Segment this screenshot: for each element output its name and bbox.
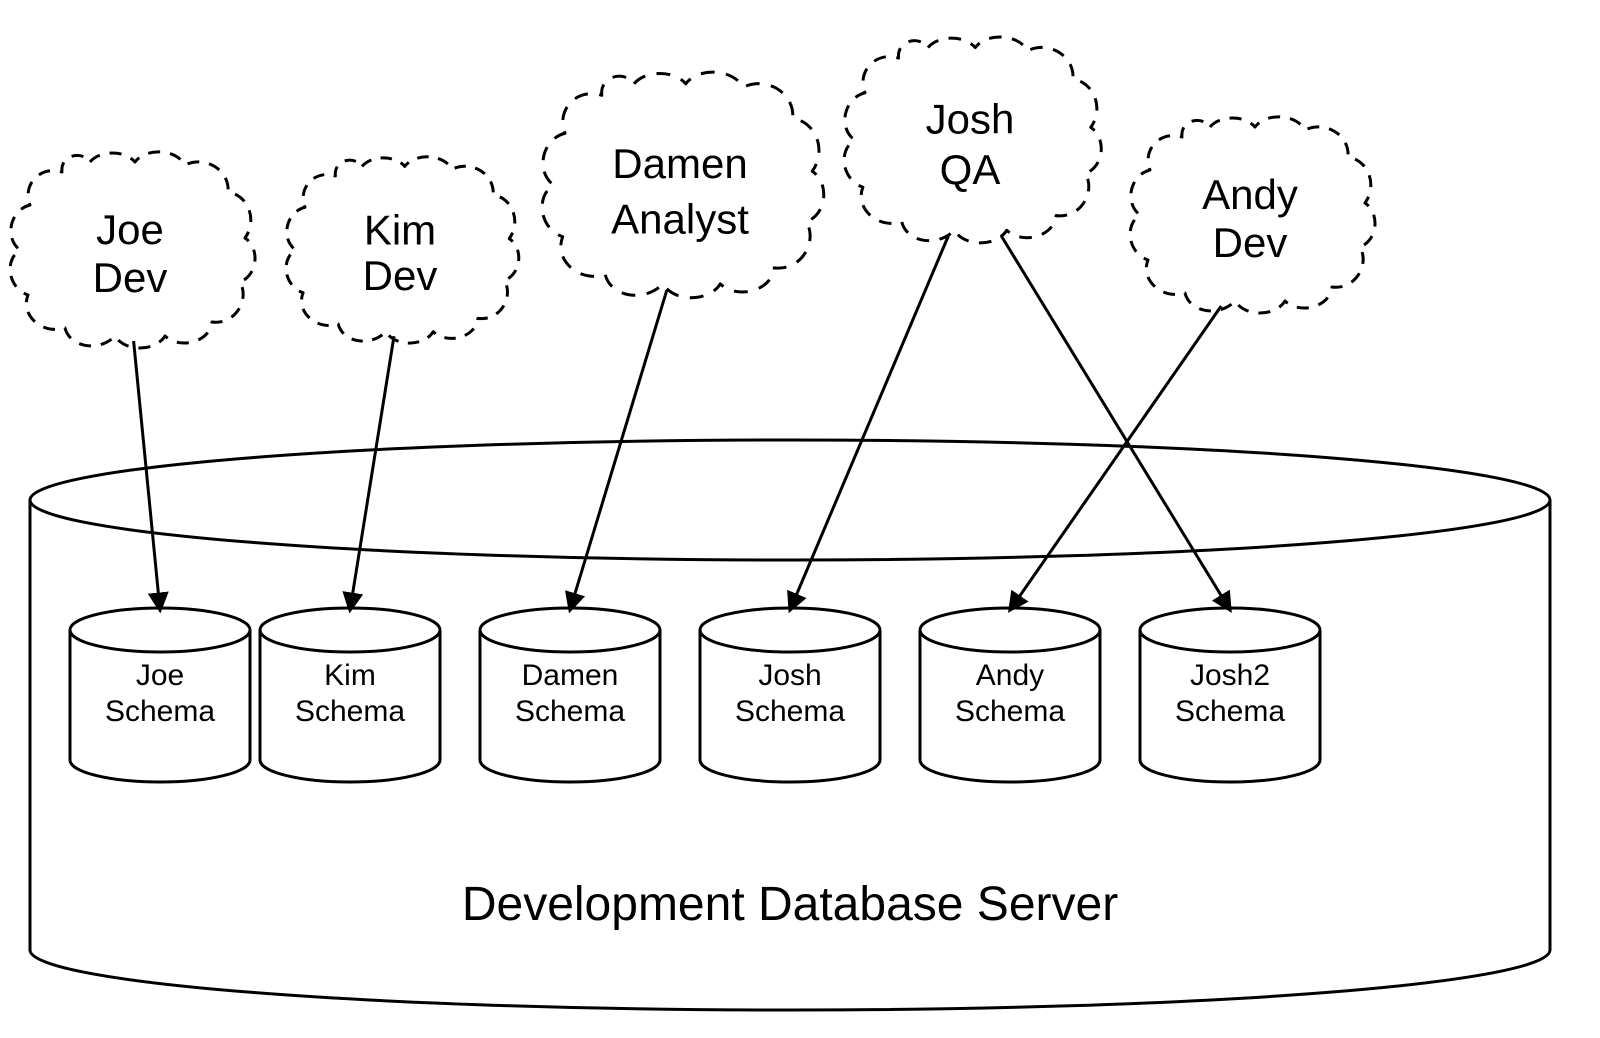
user-cloud: JoeDev bbox=[10, 152, 255, 348]
cloud-label: Analyst bbox=[611, 195, 749, 242]
server-label: Development Database Server bbox=[462, 878, 1118, 931]
schema-label: Josh bbox=[758, 659, 821, 692]
cloud-label: Dev bbox=[1213, 219, 1288, 266]
arrow bbox=[134, 341, 160, 610]
schema-label: Joe bbox=[136, 659, 184, 692]
arrow bbox=[570, 290, 667, 610]
schema-cylinder: KimSchema bbox=[260, 608, 440, 782]
schema-label: Schema bbox=[105, 695, 215, 728]
schema-label: Schema bbox=[295, 695, 405, 728]
cloud-label: Andy bbox=[1202, 171, 1298, 218]
schema-label: Schema bbox=[955, 695, 1065, 728]
schema-label: Schema bbox=[735, 695, 845, 728]
arrow bbox=[790, 236, 948, 610]
schema-label: Schema bbox=[515, 695, 625, 728]
arrow bbox=[1010, 306, 1221, 610]
schema-label: Kim bbox=[324, 659, 376, 692]
cloud-label: QA bbox=[940, 146, 1001, 193]
schema-label: Schema bbox=[1175, 695, 1285, 728]
schema-label: Damen bbox=[522, 659, 619, 692]
schema-cylinder: JoeSchema bbox=[70, 608, 250, 782]
user-cloud: Damen Analyst bbox=[542, 72, 824, 298]
cloud-label: Kim bbox=[364, 206, 436, 253]
cloud-label: Dev bbox=[93, 254, 168, 301]
arrow bbox=[350, 336, 394, 610]
user-cloud: KimDev bbox=[286, 157, 519, 343]
cloud-label: Joe bbox=[96, 206, 164, 253]
schema-cylinder: AndySchema bbox=[920, 608, 1100, 782]
schema-cylinder: DamenSchema bbox=[480, 608, 660, 782]
schema-cylinder: JoshSchema bbox=[700, 608, 880, 782]
schema-label: Andy bbox=[976, 659, 1044, 692]
diagram-canvas: Development Database ServerJoeSchemaKimS… bbox=[0, 0, 1600, 1038]
schema-cylinder: Josh2Schema bbox=[1140, 608, 1320, 782]
user-cloud: JoshQA bbox=[844, 37, 1101, 243]
cloud-label: Josh bbox=[926, 96, 1015, 143]
cloud-label: Damen bbox=[612, 140, 747, 187]
user-cloud: AndyDev bbox=[1130, 117, 1375, 313]
cloud-label: Dev bbox=[363, 252, 438, 299]
schema-label: Josh2 bbox=[1190, 659, 1270, 692]
